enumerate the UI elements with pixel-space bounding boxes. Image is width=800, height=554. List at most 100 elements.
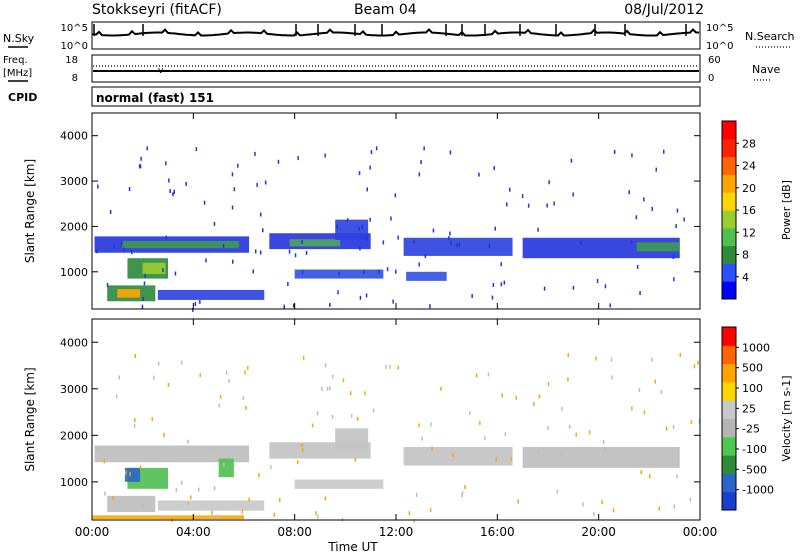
panel-frame bbox=[91, 112, 701, 310]
echo-speck bbox=[321, 386, 323, 391]
echo-speck bbox=[326, 386, 329, 391]
colorbar-swatch bbox=[722, 245, 736, 264]
echo-speck bbox=[643, 410, 646, 415]
y-tick-label: 4000 bbox=[60, 336, 88, 349]
echo-speck bbox=[672, 255, 675, 259]
echo-speck bbox=[192, 307, 194, 312]
echo-speck bbox=[262, 228, 264, 233]
noise-tick-high-right: 10^5 bbox=[706, 23, 733, 34]
colorbar-tick-label: 25 bbox=[742, 402, 756, 415]
echo-speck bbox=[252, 269, 254, 274]
echo-speck bbox=[553, 201, 555, 206]
echo-speck bbox=[305, 250, 308, 255]
echo-speck bbox=[260, 212, 262, 217]
echo-speck bbox=[510, 457, 513, 461]
echo-speck bbox=[506, 202, 508, 207]
colorbar-title: Power [dB] bbox=[780, 180, 793, 240]
echo-speck bbox=[119, 454, 121, 459]
echo-speck bbox=[213, 486, 216, 491]
echo-speck bbox=[429, 304, 431, 309]
echo-speck bbox=[329, 302, 331, 307]
x-tick-label: 20:00 bbox=[581, 525, 616, 539]
echo-speck bbox=[561, 406, 563, 411]
colorbar-tick-label: 16 bbox=[742, 204, 756, 217]
echo-band bbox=[636, 242, 680, 252]
echo-speck bbox=[546, 203, 548, 208]
y-tick-label: 1000 bbox=[60, 476, 88, 489]
colorbar-swatch bbox=[722, 400, 736, 419]
echo-speck bbox=[277, 159, 280, 164]
echo-speck bbox=[635, 215, 638, 220]
echo-speck bbox=[144, 273, 146, 278]
echo-speck bbox=[461, 491, 464, 496]
colorbar-tick-label: 4 bbox=[742, 271, 749, 284]
echo-speck bbox=[181, 480, 183, 485]
echo-speck bbox=[167, 383, 170, 387]
echo-speck bbox=[601, 499, 603, 504]
colorbar-swatch bbox=[722, 436, 736, 456]
echo-speck bbox=[187, 439, 189, 444]
echo-speck bbox=[232, 259, 234, 264]
echo-speck bbox=[493, 166, 495, 171]
power-panel: 4000 3000 2000 1000 Slant Range [km] 28 24 20 16… bbox=[23, 112, 793, 312]
echo-speck bbox=[185, 181, 187, 186]
y-tick-label: 1000 bbox=[60, 266, 88, 279]
echo-speck bbox=[509, 187, 511, 192]
echo-speck bbox=[464, 485, 466, 489]
echo-speck bbox=[630, 240, 633, 245]
echo-speck bbox=[547, 426, 549, 431]
echo-speck bbox=[279, 498, 281, 503]
echo-speck bbox=[142, 296, 144, 301]
echo-speck bbox=[153, 375, 155, 380]
echo-speck bbox=[494, 226, 496, 231]
echo-speck bbox=[165, 235, 167, 240]
echo-speck bbox=[205, 258, 207, 263]
colorbar-tick-label: 28 bbox=[742, 137, 756, 150]
colorbar-swatch bbox=[722, 121, 736, 140]
x-tick-label: 16:00 bbox=[480, 525, 515, 539]
echo-speck bbox=[478, 172, 480, 177]
echo-speck bbox=[129, 472, 131, 477]
echo-speck bbox=[283, 304, 285, 309]
colorbar-swatch bbox=[722, 156, 736, 175]
echo-speck bbox=[392, 299, 394, 304]
echo-speck bbox=[138, 164, 141, 169]
echo-speck bbox=[595, 356, 597, 361]
echo-speck bbox=[372, 408, 375, 413]
echo-speck bbox=[241, 509, 244, 514]
echo-speck bbox=[423, 146, 425, 151]
echo-speck bbox=[432, 228, 435, 233]
echo-speck bbox=[199, 299, 201, 304]
echo-speck bbox=[533, 401, 535, 406]
echo-speck bbox=[431, 446, 433, 451]
noise-tick-low-right: 10^0 bbox=[706, 41, 733, 52]
echo-speck bbox=[628, 190, 630, 195]
echo-speck bbox=[537, 450, 539, 455]
echo-speck bbox=[165, 161, 167, 166]
echo-speck bbox=[593, 511, 595, 516]
echo-speck bbox=[358, 171, 361, 176]
echo-speck bbox=[424, 254, 427, 259]
echo-speck bbox=[500, 282, 503, 287]
echo-speck bbox=[389, 364, 391, 369]
echo-speck bbox=[329, 386, 331, 391]
echo-speck bbox=[660, 390, 663, 394]
echo-speck bbox=[169, 189, 171, 194]
colorbar-tick-label: -500 bbox=[742, 463, 767, 476]
echo-speck bbox=[495, 457, 497, 462]
colorbar-swatch bbox=[722, 281, 736, 300]
noise-tick-low-left: 10^0 bbox=[61, 41, 88, 52]
x-tick-label: 00:00 bbox=[75, 525, 110, 539]
echo-speck bbox=[270, 465, 272, 469]
echo-speck bbox=[365, 293, 368, 298]
echo-speck bbox=[663, 149, 665, 154]
echo-speck bbox=[361, 225, 363, 230]
echo-speck bbox=[375, 146, 378, 151]
echo-speck bbox=[139, 465, 142, 470]
echo-band bbox=[403, 446, 513, 466]
echo-speck bbox=[301, 447, 304, 452]
colorbar-tick-label: 100 bbox=[742, 382, 763, 395]
beam-title: Beam 04 bbox=[354, 2, 417, 18]
echo-speck bbox=[538, 394, 541, 399]
echo-speck bbox=[342, 378, 345, 383]
